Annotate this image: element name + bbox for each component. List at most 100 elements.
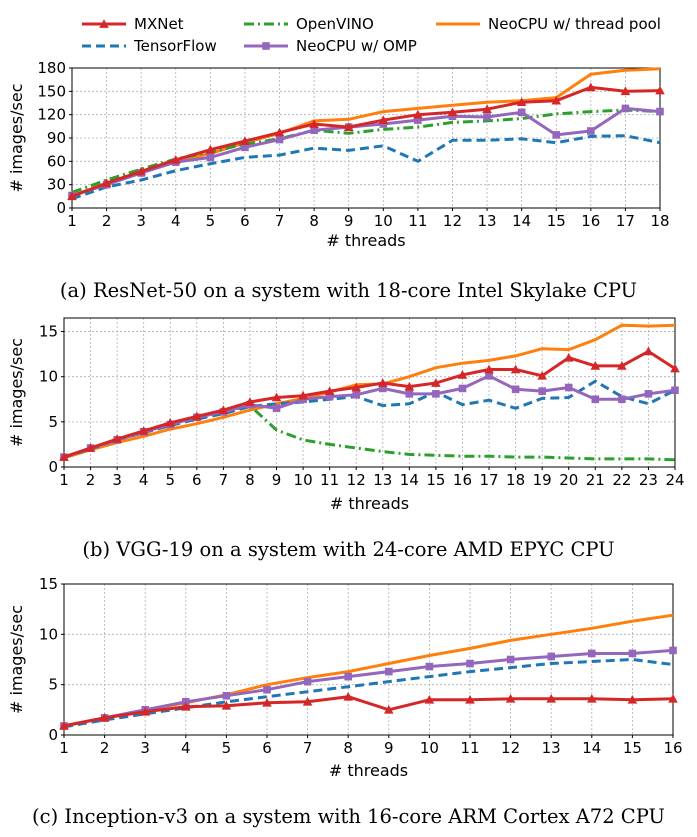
- series-line-mxnet: [71, 85, 661, 198]
- x-tick-label: 18: [506, 471, 525, 489]
- data-point-mxnet: [99, 713, 110, 722]
- series-mxnet: [59, 346, 680, 461]
- data-point-mxnet: [447, 107, 458, 117]
- y-tick-label: 0: [56, 199, 66, 217]
- data-point-neocpu-w-omp: [425, 662, 434, 671]
- legend-label: TensorFlow: [133, 37, 217, 55]
- data-point-neocpu-w-omp: [552, 131, 561, 139]
- x-tick-label: 21: [586, 471, 605, 489]
- data-point-neocpu-w-omp: [485, 371, 493, 380]
- data-point-neocpu-w-omp: [564, 383, 573, 392]
- data-point-mxnet: [670, 363, 680, 373]
- panel-caption: (c) Inception-v3 on a system with 16-cor…: [32, 805, 665, 828]
- y-tick-label: 60: [47, 152, 66, 170]
- x-axis-title: # threads: [329, 761, 408, 780]
- data-point-mxnet: [136, 166, 146, 176]
- x-tick-label: 13: [373, 471, 392, 489]
- x-tick-label: 17: [616, 212, 635, 230]
- x-tick-label: 1: [59, 739, 69, 757]
- data-point-neocpu-w-omp: [182, 697, 190, 706]
- data-point-mxnet: [484, 364, 494, 374]
- x-tick-label: 4: [171, 212, 181, 230]
- x-tick-label: 18: [650, 212, 669, 230]
- x-tick-label: 11: [320, 471, 339, 489]
- data-point-mxnet: [505, 693, 516, 703]
- y-tick-label: 15: [39, 575, 58, 593]
- x-tick-label: 16: [581, 212, 600, 230]
- data-point-neocpu-w-omp: [587, 127, 595, 135]
- data-point-neocpu-w-omp: [511, 385, 520, 394]
- x-tick-label: 6: [192, 471, 202, 489]
- data-point-neocpu-w-omp: [656, 107, 664, 116]
- series-line-mxnet: [63, 349, 676, 459]
- legend-label: OpenVINO: [296, 15, 374, 33]
- y-axis-title: # images/sec: [7, 338, 26, 447]
- panel-resnet50: 1 2 3 4 5 6 7 8 9 10 11 12 13 14 15 16 17 180306090120150…: [7, 59, 670, 302]
- data-point-mxnet: [378, 115, 389, 124]
- x-tick-label: 9: [384, 739, 394, 757]
- x-tick-label: 15: [547, 212, 566, 230]
- panel-vgg19: 1 2 3 4 5 6 7 8 9 10 11 12 13 14 15 16 17 18 19 20 21 22 23 240…: [7, 317, 685, 561]
- x-tick-label: 19: [533, 471, 552, 489]
- y-tick-label: 120: [37, 106, 66, 124]
- data-point-mxnet: [617, 361, 627, 370]
- data-point-mxnet: [465, 694, 475, 704]
- x-tick-label: 7: [303, 739, 313, 757]
- x-tick-label: 2: [100, 739, 110, 757]
- data-point-mxnet: [404, 381, 415, 391]
- x-tick-label: 3: [112, 471, 122, 489]
- x-tick-label: 5: [165, 471, 175, 489]
- y-tick-label: 0: [48, 726, 58, 744]
- y-tick-label: 5: [48, 413, 58, 431]
- x-tick-label: 5: [206, 212, 216, 230]
- data-point-neocpu-w-omp: [466, 659, 474, 668]
- data-point-neocpu-w-omp: [588, 649, 596, 658]
- legend-item-mxnet: MXNet: [82, 15, 184, 33]
- x-tick-label: 2: [102, 212, 112, 230]
- legend-item-tensorflow: TensorFlow: [82, 37, 217, 55]
- data-point-mxnet: [627, 694, 638, 704]
- y-tick-label: 5: [48, 676, 58, 694]
- series-line-neocpu-w-omp: [63, 374, 676, 459]
- data-point-neocpu-w-omp: [352, 390, 361, 399]
- data-point-neocpu-w-omp: [671, 386, 679, 395]
- data-point-mxnet: [192, 411, 202, 421]
- data-point-neocpu-w-omp: [241, 143, 249, 152]
- x-axis-title: # threads: [326, 231, 405, 250]
- legend-marker-mxnet: [99, 19, 109, 28]
- data-point-mxnet: [271, 392, 282, 402]
- data-point-mxnet: [424, 694, 435, 704]
- x-tick-label: 8: [309, 212, 319, 230]
- data-point-mxnet: [221, 701, 232, 710]
- legend-item-neocpu-w-thread-pool: NeoCPU w/ thread pool: [436, 15, 661, 33]
- x-tick-label: 9: [344, 212, 354, 230]
- data-point-neocpu-w-omp: [483, 113, 491, 121]
- series-neocpu-w-omp: [60, 646, 677, 730]
- x-tick-label: 10: [420, 739, 439, 757]
- series-line-tensorflow: [71, 134, 661, 201]
- data-point-mxnet: [620, 86, 631, 96]
- data-point-neocpu-w-omp: [222, 691, 231, 700]
- x-tick-label: 13: [542, 739, 561, 757]
- data-point-mxnet: [302, 696, 313, 706]
- x-axis-title: # threads: [330, 494, 409, 513]
- data-point-neocpu-w-omp: [275, 135, 284, 144]
- data-point-neocpu-w-omp: [506, 655, 515, 664]
- legend-label: NeoCPU w/ OMP: [296, 37, 417, 55]
- x-tick-label: 4: [139, 471, 149, 489]
- data-point-neocpu-w-omp: [379, 120, 388, 128]
- plot-frame: [63, 583, 674, 736]
- data-point-mxnet: [59, 721, 69, 730]
- data-point-neocpu-w-omp: [538, 387, 546, 395]
- x-tick-label: 20: [559, 471, 578, 489]
- x-tick-label: 14: [400, 471, 419, 489]
- data-point-mxnet: [413, 109, 423, 119]
- series-line-neocpu-w-omp: [71, 106, 661, 198]
- y-tick-label: 10: [39, 625, 58, 643]
- data-point-mxnet: [351, 382, 362, 392]
- x-tick-label: 8: [343, 739, 353, 757]
- x-tick-label: 24: [665, 471, 684, 489]
- x-tick-label: 11: [460, 739, 479, 757]
